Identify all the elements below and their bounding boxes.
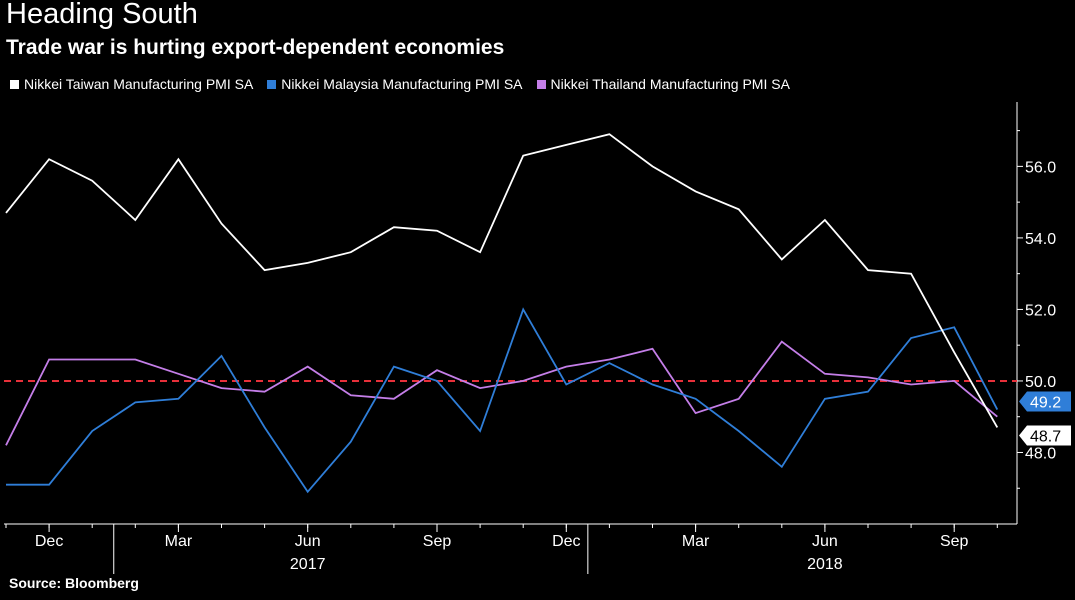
- y-tick-label: 54.0: [1025, 231, 1056, 248]
- x-tick-label: Dec: [552, 533, 580, 550]
- end-label-taiwan-bg: [1019, 425, 1071, 446]
- series-line-taiwan: [5, 133, 999, 428]
- legend-swatch-thailand: [536, 79, 546, 89]
- chart-title: Heading South: [6, 0, 198, 30]
- series-line-thailand: [5, 340, 998, 446]
- legend-label-taiwan: Nikkei Taiwan Manufacturing PMI SA: [24, 76, 254, 92]
- y-tick-label: 56.0: [1025, 159, 1056, 176]
- x-tick-label: Jun: [295, 533, 321, 550]
- legend-label-thailand: Nikkei Thailand Manufacturing PMI SA: [550, 76, 790, 92]
- legend-swatch-taiwan: [10, 79, 19, 89]
- year-label: 2018: [807, 556, 843, 573]
- end-label-malaysia-bg: [1019, 391, 1071, 412]
- x-tick-label: Sep: [940, 533, 969, 550]
- x-tick-label: Mar: [682, 533, 710, 550]
- legend-item-thailand: Nikkei Thailand Manufacturing PMI SA: [536, 76, 790, 92]
- legend-label-malaysia: Nikkei Malaysia Manufacturing PMI SA: [281, 76, 523, 92]
- legend-swatch-malaysia: [267, 79, 277, 89]
- y-tick-label: 50.0: [1025, 374, 1056, 391]
- x-tick-label: Sep: [423, 533, 452, 550]
- x-tick-label: Dec: [35, 533, 63, 550]
- x-tick-label: Mar: [165, 533, 193, 550]
- legend: Nikkei Taiwan Manufacturing PMI SA Nikke…: [10, 76, 790, 92]
- y-tick-label: 48.0: [1025, 445, 1056, 462]
- legend-item-malaysia: Nikkei Malaysia Manufacturing PMI SA: [267, 76, 523, 92]
- legend-item-taiwan: Nikkei Taiwan Manufacturing PMI SA: [10, 76, 253, 92]
- source-note: Source: Bloomberg: [9, 575, 139, 591]
- y-tick-label: 52.0: [1025, 302, 1056, 319]
- series-line-malaysia: [6, 307, 999, 494]
- end-label-malaysia: 49.2: [1030, 395, 1061, 412]
- x-tick-label: Jun: [812, 533, 838, 550]
- year-label: 2017: [290, 556, 326, 573]
- end-label-taiwan: 48.7: [1030, 428, 1061, 445]
- chart-subtitle: Trade war is hurting export-dependent ec…: [6, 36, 505, 59]
